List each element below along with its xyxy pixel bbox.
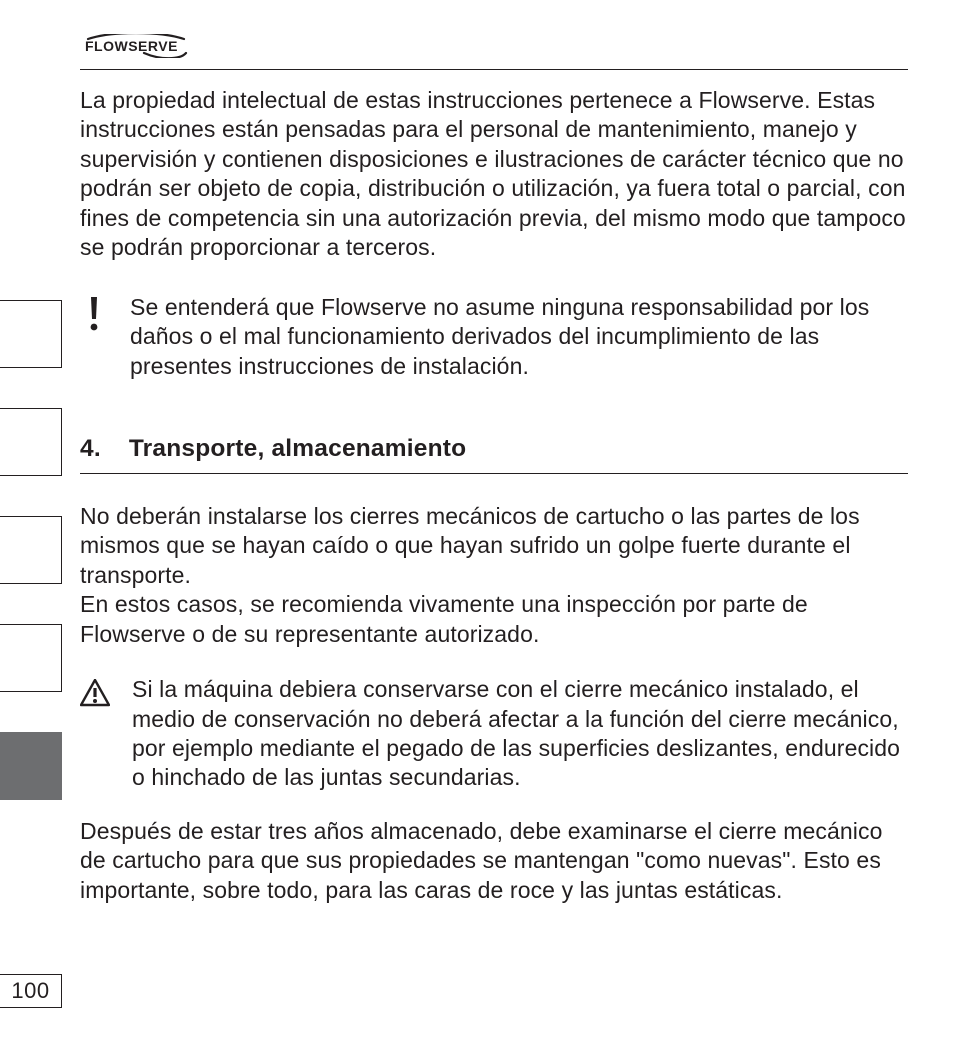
content-column: La propiedad intelectual de estas instru… [80,86,908,905]
section-heading: 4. Transporte, almacenamiento [80,435,908,474]
note-warning-text: Si la máquina debiera conservarse con el… [132,675,908,793]
paragraph-transport-1: No deberán instalarse los cierres mecáni… [80,502,908,590]
side-tab-1[interactable] [0,300,62,368]
flowserve-logo: FLOWSERVE [82,34,192,63]
section-rule [80,473,908,474]
side-tabs [0,300,62,800]
section-number: 4. [80,435,101,463]
note-warning: Si la máquina debiera conservarse con el… [80,675,908,793]
paragraph-ip: La propiedad intelectual de estas instru… [80,86,908,263]
note-disclaimer: Se entenderá que Flowserve no asume ning… [80,293,908,381]
page: 100 FLOWSERVE La propiedad intelectual d… [0,0,954,1042]
side-tab-3[interactable] [0,516,62,584]
note-disclaimer-text: Se entenderá que Flowserve no asume ning… [130,293,908,381]
side-tab-2[interactable] [0,408,62,476]
section-title: Transporte, almacenamiento [129,435,466,463]
side-tab-5-active[interactable] [0,732,62,800]
attention-icon [80,293,108,381]
logo-text: FLOWSERVE [85,38,178,54]
header-rule [80,69,908,70]
warning-icon [80,675,110,793]
page-header: FLOWSERVE [80,34,908,70]
paragraph-transport-2: En estos casos, se recomienda vivamente … [80,590,908,649]
side-tab-4[interactable] [0,624,62,692]
page-number-box: 100 [0,974,62,1008]
paragraph-storage: Después de estar tres años almacenado, d… [80,817,908,905]
page-number: 100 [11,978,49,1004]
